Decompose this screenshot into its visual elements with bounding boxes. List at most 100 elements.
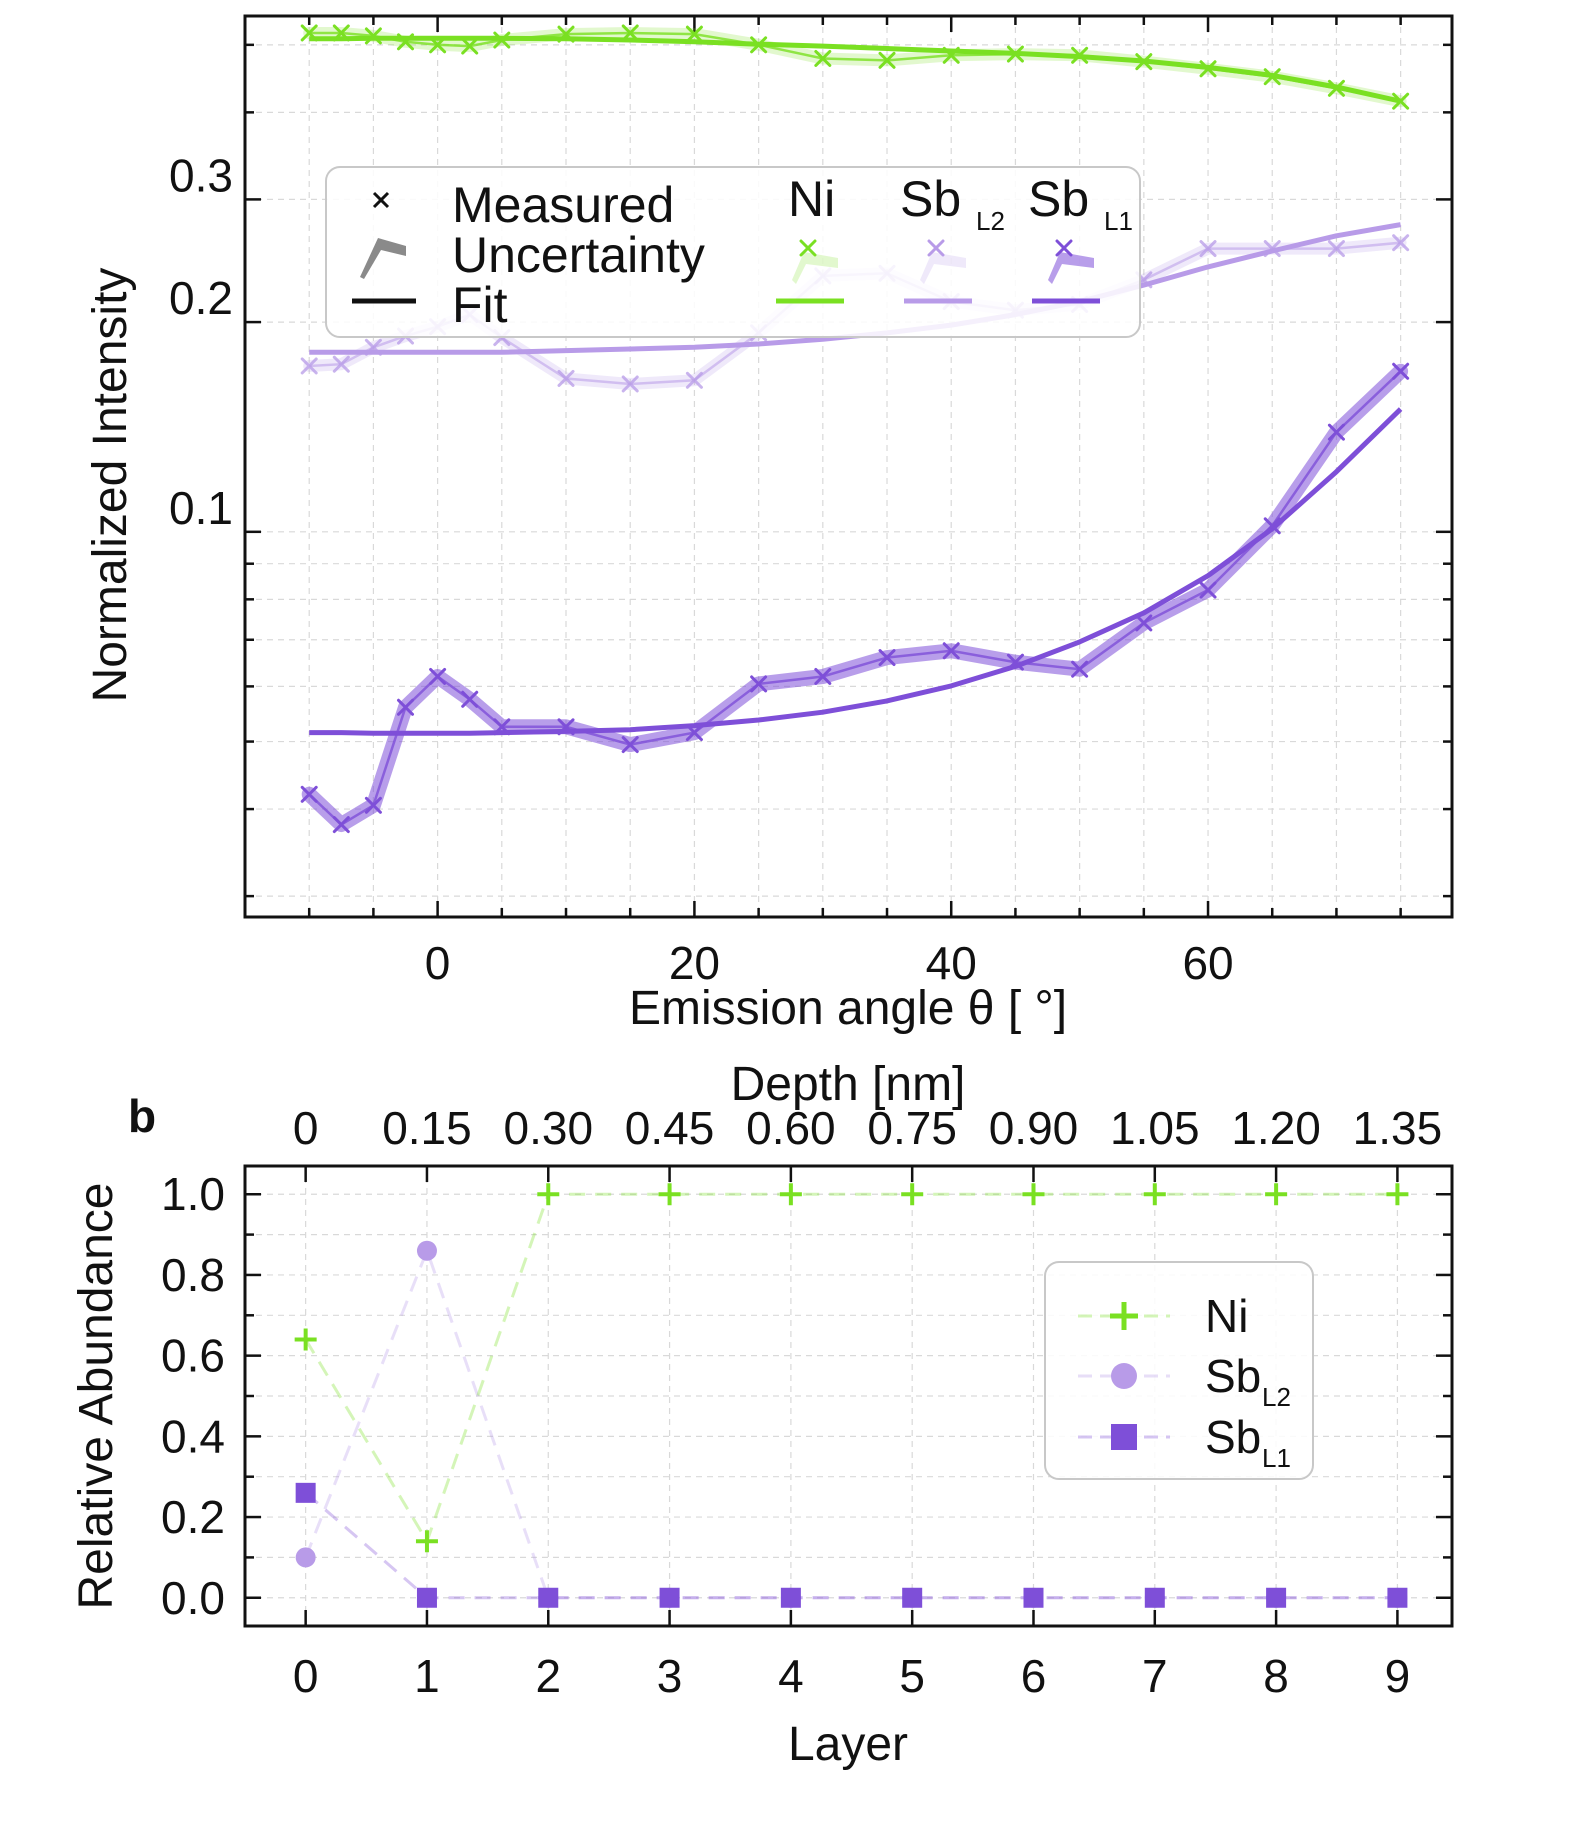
measured-point-SbL2-b: [1263, 240, 1281, 258]
measured-point-SbL1: [397, 698, 415, 716]
point-Ni: [415, 1530, 438, 1553]
measured-point-SbL1: [1392, 362, 1410, 380]
measured-point-SbL1: [1327, 423, 1345, 441]
measured-point-SbL2: [1263, 240, 1281, 258]
x-tick-label: 7: [1142, 1650, 1168, 1702]
panel-b-x2label: Depth [nm]: [731, 1058, 966, 1111]
panel-a-grid: [245, 16, 1452, 917]
point-SbL1: [1266, 1587, 1287, 1608]
dashed-line-SbL1: [304, 1491, 1398, 1600]
measured-point-SbL2-b: [300, 357, 318, 375]
dashed-line-SbL2: [304, 1246, 1398, 1600]
legend-marker-SbL2: [1111, 1363, 1137, 1389]
measured-point-SbL2: [557, 369, 575, 387]
point-Ni: [1143, 1183, 1166, 1206]
x-tick-label: 4: [778, 1650, 804, 1702]
point-SbL1: [1387, 1587, 1408, 1608]
measured-point-Ni-b: [750, 36, 768, 54]
panel-b-ylabel: Relative Abundance: [70, 1183, 123, 1610]
measured-point-SbL1: [332, 816, 350, 834]
panel-a-legend: Measured Uncertainty Fit Ni Sb L2 Sb L1: [325, 166, 1141, 338]
measured-point-SbL1: [461, 690, 479, 708]
measured-point-SbL2: [1392, 234, 1410, 252]
point-SbL1: [902, 1587, 923, 1608]
legend-measured-swatch-b: [927, 239, 945, 257]
series-Ni: [300, 24, 1410, 110]
measured-point-SbL1: [1006, 653, 1024, 671]
measured-point-SbL1: [1263, 517, 1281, 535]
dashed-line-Ni: [304, 1192, 1398, 1545]
measured-line-SbL1: [308, 370, 1402, 827]
y-tick-label: 0.2: [161, 1491, 225, 1543]
x-tick-label: 9: [1385, 1650, 1411, 1702]
measured-point-Ni-b: [1006, 45, 1024, 63]
y-tick-label: 0.3: [169, 149, 233, 201]
measured-point-SbL1-b: [1263, 517, 1281, 535]
x2-tick-label: 0: [293, 1102, 319, 1154]
measured-point-Ni-b: [621, 24, 639, 42]
panel-a-ticks: 0 20 40 60 0.1 0.2 0.3: [169, 16, 1452, 989]
measured-point-Ni: [1006, 45, 1024, 63]
measured-point-Ni-b: [332, 24, 350, 42]
measured-point-SbL1-b: [493, 718, 511, 736]
measured-point-Ni-b: [1327, 79, 1345, 97]
point-Ni: [901, 1183, 924, 1206]
measured-point-Ni-b: [397, 33, 415, 51]
measured-point-Ni-b: [1135, 53, 1153, 71]
x-tick-label: 8: [1263, 1650, 1289, 1702]
x2-tick-label: 1.05: [1110, 1102, 1200, 1154]
x2-tick-label: 0.75: [867, 1102, 957, 1154]
legend-measured-swatch: [799, 239, 817, 257]
x-tick-label: 1: [414, 1650, 440, 1702]
measured-point-Ni-b: [1263, 68, 1281, 86]
x-tick-label: 2: [535, 1650, 561, 1702]
panel-b-series: [294, 1183, 1409, 1608]
measured-point-Ni-b: [814, 49, 832, 67]
measured-point-SbL2: [1199, 240, 1217, 258]
measured-point-Ni-b: [364, 27, 382, 45]
measured-point-SbL2-b: [557, 369, 575, 387]
point-Ni: [1265, 1183, 1288, 1206]
panel-a-legend-columns: Ni Sb L2 Sb L1: [776, 171, 1133, 304]
measured-point-Ni: [461, 37, 479, 55]
legend-measured-icon: [372, 191, 390, 209]
measured-point-Ni-b: [557, 25, 575, 43]
measured-point-SbL1-b: [429, 667, 447, 685]
point-Ni: [779, 1183, 802, 1206]
measured-point-Ni-b: [493, 31, 511, 49]
point-SbL1: [295, 1482, 316, 1503]
point-SbL1: [659, 1587, 680, 1608]
measured-point-SbL1: [300, 785, 318, 803]
legend-measured-swatch-b: [1055, 239, 1073, 257]
x2-tick-label: 0.15: [382, 1102, 472, 1154]
measured-point-SbL1-b: [685, 724, 703, 742]
x-tick-label: 0: [293, 1650, 319, 1702]
measured-point-SbL1-b: [1392, 362, 1410, 380]
measured-point-SbL1: [1199, 581, 1217, 599]
x-tick-label: 3: [657, 1650, 683, 1702]
legend-col-title: Sb: [1028, 171, 1089, 227]
fit-line-SbL1: [309, 407, 1403, 736]
series-SbL1: [300, 362, 1410, 834]
panel-a-legend-box: [325, 166, 1141, 338]
measured-point-Ni-b: [1071, 46, 1089, 64]
point-SbL1: [780, 1587, 801, 1608]
measured-point-Ni-b: [461, 37, 479, 55]
measured-point-SbL1-b: [1199, 581, 1217, 599]
x2-tick-label: 0.90: [989, 1102, 1079, 1154]
measured-point-Ni: [685, 25, 703, 43]
panel-a-xlabel: Emission angle θ [ °]: [629, 982, 1067, 1035]
legend-marker-SbL1: [1111, 1424, 1137, 1450]
point-Ni: [1022, 1183, 1045, 1206]
y-tick-label: 1.0: [161, 1168, 225, 1220]
measured-point-SbL1: [814, 667, 832, 685]
legend-marker-Ni: [1110, 1302, 1138, 1330]
measured-point-SbL1: [1135, 614, 1153, 632]
measured-point-SbL2: [621, 375, 639, 393]
measured-point-SbL2: [1327, 240, 1345, 258]
y-tick-label: 0.4: [161, 1410, 225, 1462]
measured-point-SbL1-b: [300, 785, 318, 803]
